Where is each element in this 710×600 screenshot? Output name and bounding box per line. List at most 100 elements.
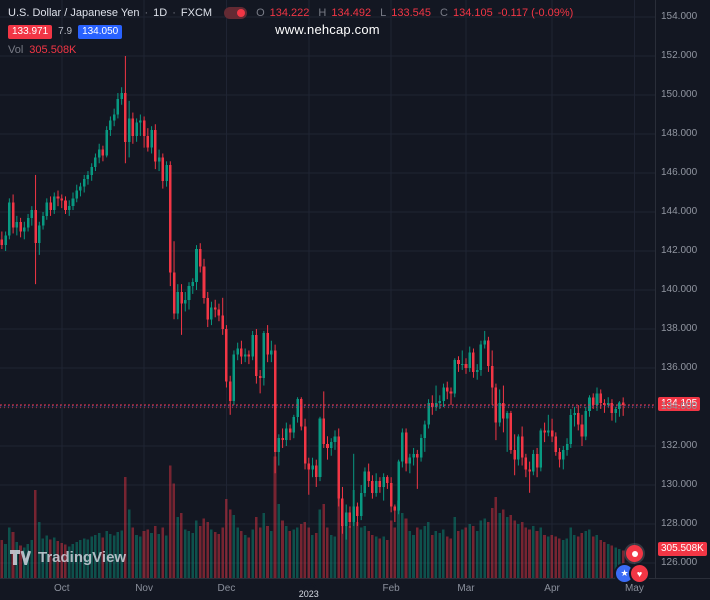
volume-bar (528, 529, 531, 578)
candle-body (202, 266, 206, 298)
interval-label[interactable]: 1D (153, 7, 168, 19)
volume-bar (599, 540, 602, 578)
volume-bar (356, 522, 359, 578)
time-axis-label: Oct (53, 583, 70, 594)
candle-body (591, 397, 595, 406)
close-value: 134.105 (452, 7, 493, 19)
volume-bar (101, 537, 105, 578)
volume-bar (168, 465, 172, 578)
candle-body (386, 477, 389, 484)
volume-bar (595, 534, 599, 578)
exchange-label[interactable]: FXCM (180, 7, 213, 19)
volume-axis-badge: 305.508K (658, 541, 707, 556)
volume-bar (176, 516, 179, 578)
candle-body (53, 196, 56, 211)
price-axis-label: 130.000 (661, 479, 698, 490)
volume-bar (79, 540, 82, 578)
candle-body (558, 451, 561, 460)
volume-bar (120, 530, 123, 578)
record-dot-icon (631, 550, 638, 557)
candle-body (337, 436, 340, 499)
symbol-title[interactable]: U.S. Dollar / Japanese Yen (8, 7, 140, 19)
candle-body (333, 436, 337, 443)
candle-body (475, 369, 479, 372)
candle-body (490, 366, 494, 388)
volume-bar (49, 539, 52, 578)
candle-body (610, 403, 614, 413)
candle-body (127, 118, 131, 142)
volume-bar (513, 520, 516, 578)
volume-bar (502, 509, 505, 578)
tradingview-logo[interactable]: TradingView (10, 549, 126, 566)
candle-body (442, 387, 445, 402)
volume-bar (386, 540, 389, 578)
volume-bar (210, 529, 213, 578)
volume-bar (322, 504, 325, 578)
volume-bar (112, 535, 116, 578)
candlestick-chart[interactable] (0, 0, 655, 578)
emoji-reaction-buttons[interactable]: ★ ♥ (614, 563, 650, 584)
candle-body (135, 122, 138, 136)
candle-body (344, 512, 348, 526)
volume-bar (41, 538, 45, 578)
volume-bar (341, 502, 344, 578)
volume-bar (198, 525, 202, 578)
price-axis-label: 142.000 (661, 245, 698, 256)
candle-body (251, 334, 254, 357)
candle-body (146, 135, 150, 148)
volume-bar (404, 518, 408, 578)
candle-body (397, 461, 400, 511)
volume-bar (509, 515, 513, 578)
volume-bar (449, 538, 453, 578)
volume-bar (228, 509, 232, 578)
candle-body (547, 430, 550, 433)
time-axis[interactable]: Oct Nov Dec 2023 Feb Mar Apr May (0, 578, 710, 600)
volume-bar (561, 540, 565, 578)
price-axis[interactable]: 134.105 305.508K 154.000 152.000 150.000 14… (655, 0, 710, 578)
volume-bar (153, 525, 157, 578)
candle-body (11, 202, 15, 228)
volume-indicator-label[interactable]: Vol (8, 44, 24, 56)
volume-bar (82, 538, 86, 578)
candle-body (359, 492, 363, 517)
volume-bar (273, 456, 277, 578)
volume-bar (326, 527, 329, 578)
candle-body (86, 174, 90, 179)
candle-body (67, 206, 71, 211)
candle-body (606, 403, 610, 406)
heart-reaction-icon[interactable]: ♥ (629, 563, 650, 584)
volume-bar (359, 527, 363, 578)
candle-body (322, 418, 326, 445)
price-axis-label: 144.000 (661, 206, 698, 217)
candle-body (273, 350, 277, 452)
volume-bar (11, 532, 15, 578)
volume-bar (606, 543, 610, 578)
candle-body (281, 438, 284, 441)
market-status-toggle[interactable] (224, 7, 248, 19)
price-axis-label: 140.000 (661, 284, 698, 295)
volume-bar (472, 525, 475, 578)
candle-body (494, 387, 498, 423)
record-indicator-button[interactable] (626, 545, 643, 562)
volume-bar (546, 536, 550, 578)
volume-bar (221, 527, 224, 578)
volume-bar (157, 533, 161, 578)
candle-body (101, 149, 105, 156)
candle-body (71, 198, 75, 207)
volume-bar (498, 513, 501, 578)
volume-bar (202, 518, 206, 578)
candle-body (416, 453, 419, 458)
candle-body (23, 227, 26, 232)
candle-body (112, 114, 116, 121)
volume-bar (475, 531, 479, 578)
watermark: www.nehcap.com (275, 22, 380, 37)
volume-bar (37, 522, 41, 578)
volume-bar (573, 534, 576, 578)
volume-bar (86, 539, 90, 578)
candle-body (34, 210, 37, 244)
candle-body (19, 221, 22, 232)
volume-bar (412, 534, 415, 578)
candle-body (603, 403, 606, 406)
candle-body (255, 334, 258, 376)
